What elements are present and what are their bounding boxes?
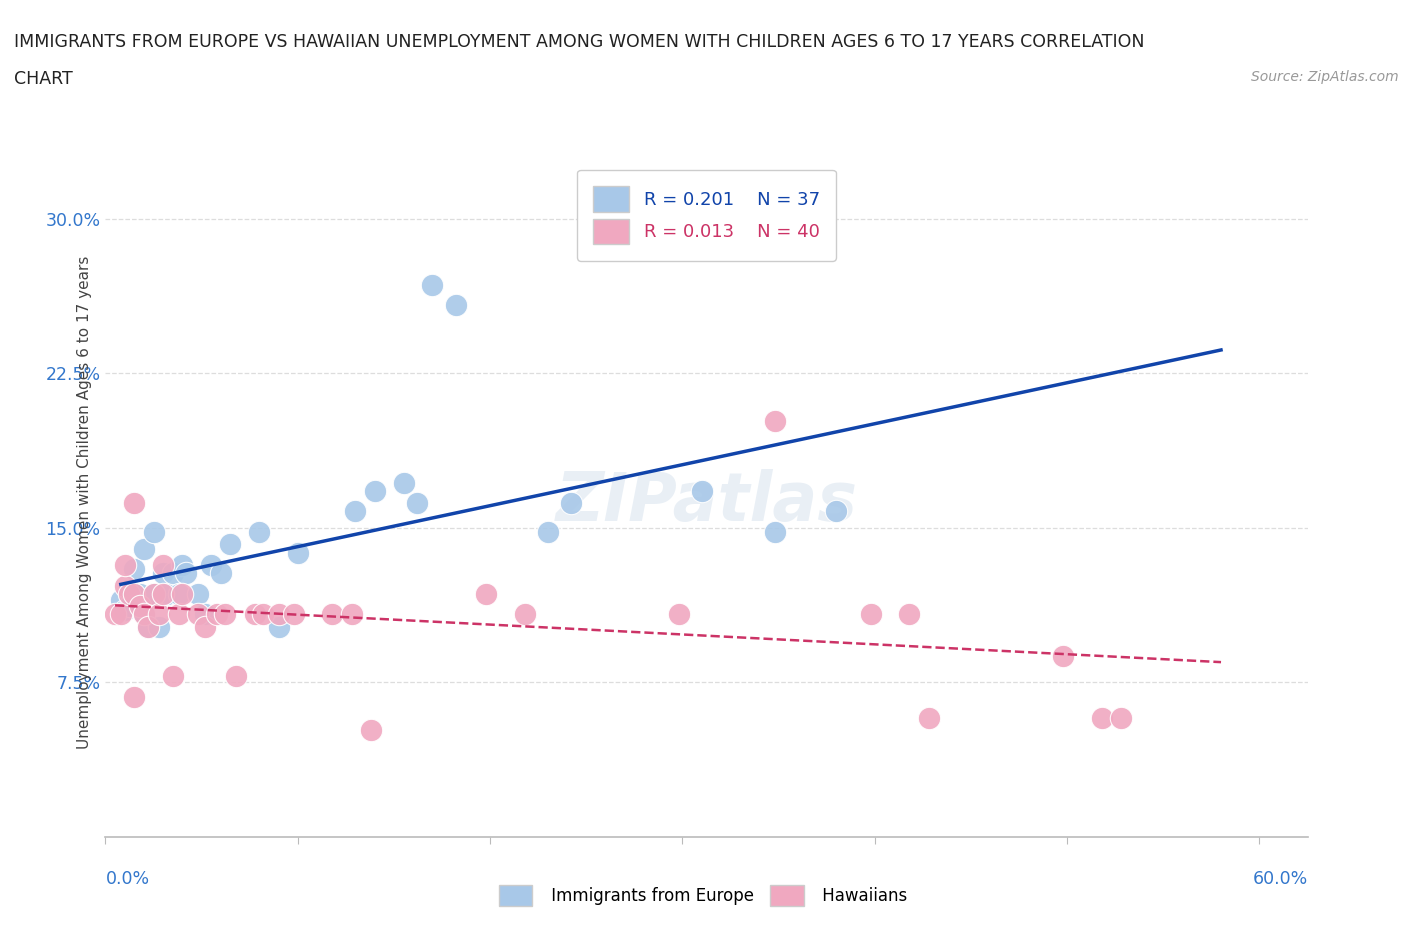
Point <box>287 545 309 560</box>
Point <box>117 582 139 597</box>
Point <box>267 619 290 634</box>
Point <box>918 711 941 725</box>
Point <box>142 587 165 602</box>
Point <box>214 607 236 622</box>
Point <box>1109 711 1132 725</box>
Point <box>475 587 498 602</box>
Point <box>690 484 713 498</box>
Point <box>225 669 247 684</box>
Point <box>156 587 179 602</box>
Point <box>104 607 127 622</box>
Point <box>124 496 146 511</box>
Point <box>859 607 882 622</box>
Point <box>117 587 139 602</box>
Point <box>172 587 194 602</box>
Point <box>142 525 165 539</box>
Point <box>360 723 382 737</box>
Point <box>194 607 217 622</box>
Point <box>205 607 228 622</box>
Point <box>187 587 209 602</box>
Point <box>219 537 242 551</box>
Point <box>825 504 848 519</box>
Point <box>110 607 132 622</box>
Point <box>763 525 786 539</box>
Point <box>209 565 232 580</box>
Point <box>560 496 582 511</box>
Point <box>132 607 155 622</box>
Point <box>162 669 184 684</box>
Point <box>1052 648 1074 663</box>
Point <box>162 565 184 580</box>
Point <box>129 599 152 614</box>
Point <box>422 277 444 292</box>
Legend:  Immigrants from Europe,  Hawaiians: Immigrants from Europe, Hawaiians <box>492 879 914 912</box>
Point <box>187 607 209 622</box>
Text: 60.0%: 60.0% <box>1253 870 1308 887</box>
Point <box>321 607 343 622</box>
Point <box>142 587 165 602</box>
Point <box>537 525 560 539</box>
Point <box>124 587 146 602</box>
Point <box>148 619 170 634</box>
Point <box>283 607 305 622</box>
Point <box>152 587 174 602</box>
Point <box>124 562 146 577</box>
Point <box>1091 711 1114 725</box>
Point <box>668 607 690 622</box>
Point <box>120 599 142 614</box>
Point <box>513 607 536 622</box>
Y-axis label: Unemployment Among Women with Children Ages 6 to 17 years: Unemployment Among Women with Children A… <box>76 256 91 749</box>
Point <box>444 298 467 312</box>
Point <box>114 603 136 618</box>
Point <box>124 689 146 704</box>
Point <box>136 619 159 634</box>
Point <box>114 578 136 593</box>
Point <box>340 607 363 622</box>
Point <box>364 484 387 498</box>
Text: ZIPatlas: ZIPatlas <box>555 470 858 535</box>
Point <box>148 607 170 622</box>
Legend: R = 0.201    N = 37, R = 0.013    N = 40: R = 0.201 N = 37, R = 0.013 N = 40 <box>576 170 837 260</box>
Point <box>252 607 274 622</box>
Point <box>110 592 132 607</box>
Point <box>763 413 786 428</box>
Point <box>129 587 152 602</box>
Point <box>267 607 290 622</box>
Point <box>114 558 136 573</box>
Point <box>167 607 190 622</box>
Point <box>136 619 159 634</box>
Point <box>898 607 921 622</box>
Text: CHART: CHART <box>14 70 73 87</box>
Point <box>344 504 367 519</box>
Point <box>172 558 194 573</box>
Point <box>200 558 222 573</box>
Point <box>245 607 267 622</box>
Point <box>406 496 429 511</box>
Point <box>194 619 217 634</box>
Point <box>132 607 155 622</box>
Point <box>247 525 270 539</box>
Point <box>132 541 155 556</box>
Point <box>152 558 174 573</box>
Point <box>174 565 197 580</box>
Text: Source: ZipAtlas.com: Source: ZipAtlas.com <box>1251 70 1399 84</box>
Point <box>152 565 174 580</box>
Point <box>167 587 190 602</box>
Text: IMMIGRANTS FROM EUROPE VS HAWAIIAN UNEMPLOYMENT AMONG WOMEN WITH CHILDREN AGES 6: IMMIGRANTS FROM EUROPE VS HAWAIIAN UNEMP… <box>14 33 1144 50</box>
Point <box>392 475 415 490</box>
Text: 0.0%: 0.0% <box>105 870 149 887</box>
